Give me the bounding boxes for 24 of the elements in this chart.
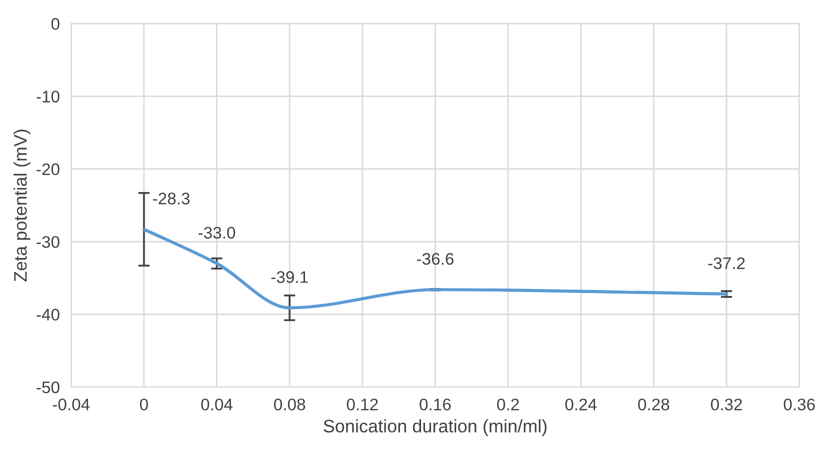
y-tick-label: -10 (36, 90, 60, 102)
x-axis-title: Sonication duration (min/ml) (324, 419, 547, 436)
x-tick-label: 0.32 (710, 398, 742, 410)
x-tick-label: 0 (140, 398, 148, 410)
y-tick-label: 0 (51, 18, 60, 30)
x-tick-label: 0.36 (784, 398, 815, 410)
data-label: -39.1 (271, 271, 308, 283)
x-tick-label: 0.12 (346, 398, 378, 410)
y-tick-label: -50 (36, 381, 60, 394)
x-tick-label: 0.16 (420, 398, 451, 410)
data-label: -33.0 (198, 226, 236, 239)
y-tick-label: -30 (36, 236, 60, 248)
y-axis-title: Zeta potential (mV) (14, 130, 30, 282)
data-label: -37.2 (708, 257, 745, 270)
data-label: -36.6 (416, 253, 454, 265)
x-tick-label: 0.2 (497, 398, 519, 410)
x-tick-label: -0.04 (52, 398, 90, 410)
y-tick-label: -20 (36, 163, 60, 176)
data-label: -28.3 (153, 192, 190, 204)
x-tick-label: 0.08 (274, 398, 306, 410)
x-tick-label: 0.24 (565, 398, 597, 410)
x-tick-label: 0.28 (638, 398, 670, 410)
y-tick-label: -40 (36, 308, 60, 321)
x-tick-label: 0.04 (201, 398, 233, 410)
